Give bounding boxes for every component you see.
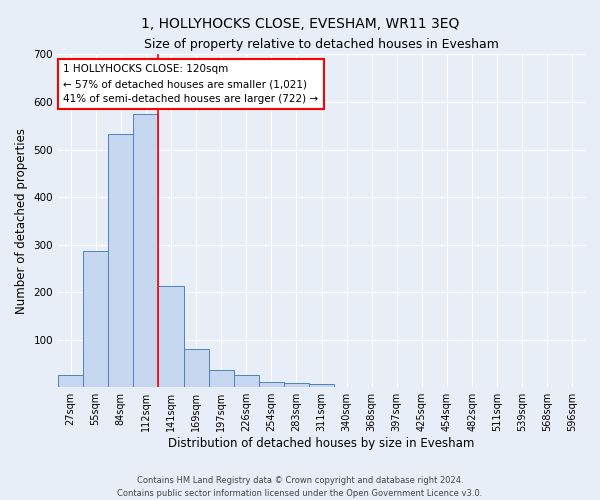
Bar	[209, 370, 233, 387]
Bar	[284, 384, 309, 387]
Bar	[233, 376, 259, 387]
Bar	[133, 114, 158, 387]
Y-axis label: Number of detached properties: Number of detached properties	[15, 128, 28, 314]
Bar	[184, 349, 209, 387]
Bar	[158, 286, 184, 387]
Text: 1 HOLLYHOCKS CLOSE: 120sqm
← 57% of detached houses are smaller (1,021)
41% of s: 1 HOLLYHOCKS CLOSE: 120sqm ← 57% of deta…	[64, 64, 319, 104]
Bar	[309, 384, 334, 387]
Text: 1, HOLLYHOCKS CLOSE, EVESHAM, WR11 3EQ: 1, HOLLYHOCKS CLOSE, EVESHAM, WR11 3EQ	[141, 18, 459, 32]
X-axis label: Distribution of detached houses by size in Evesham: Distribution of detached houses by size …	[169, 437, 475, 450]
Bar	[108, 134, 133, 387]
Text: Contains HM Land Registry data © Crown copyright and database right 2024.
Contai: Contains HM Land Registry data © Crown c…	[118, 476, 482, 498]
Bar	[83, 251, 108, 387]
Title: Size of property relative to detached houses in Evesham: Size of property relative to detached ho…	[144, 38, 499, 51]
Bar	[58, 376, 83, 387]
Bar	[259, 382, 284, 387]
